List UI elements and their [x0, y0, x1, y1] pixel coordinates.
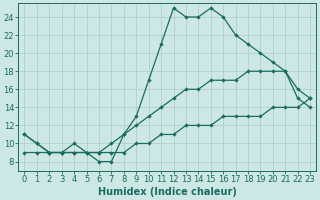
X-axis label: Humidex (Indice chaleur): Humidex (Indice chaleur)	[98, 187, 237, 197]
